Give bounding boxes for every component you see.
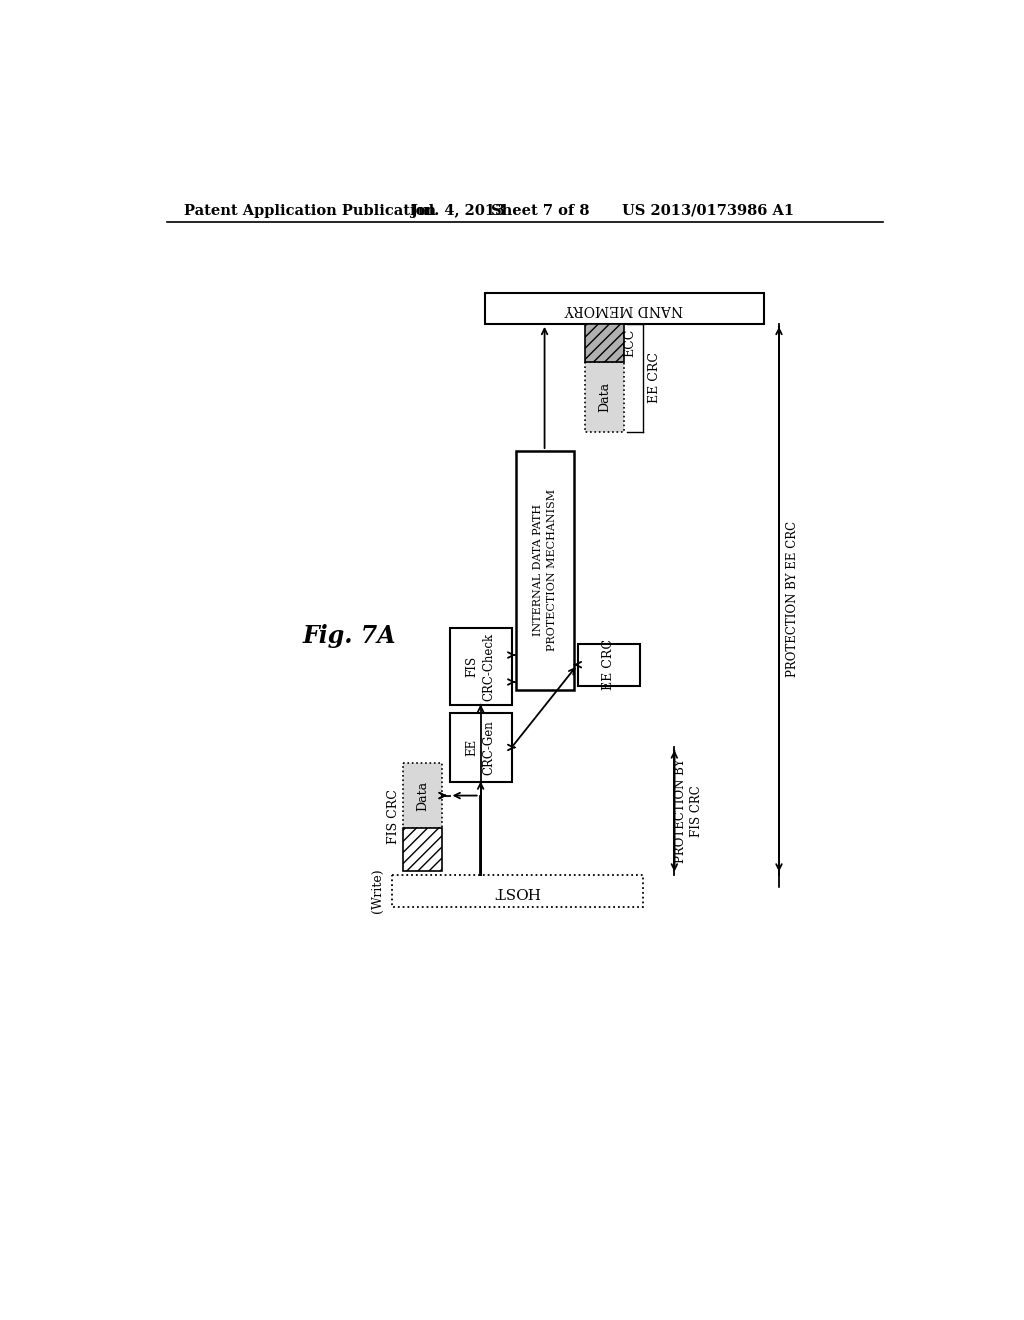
Text: (Write): (Write) bbox=[371, 869, 384, 913]
Text: Data: Data bbox=[416, 780, 429, 810]
Text: EE CRC: EE CRC bbox=[602, 639, 615, 690]
Bar bbox=[450, 713, 512, 781]
Text: Data: Data bbox=[598, 381, 611, 412]
Text: FIS CRC: FIS CRC bbox=[387, 789, 400, 845]
Text: PROTECTION BY EE CRC: PROTECTION BY EE CRC bbox=[786, 521, 800, 677]
Text: FIS
CRC-Check: FIS CRC-Check bbox=[466, 632, 496, 701]
Text: HOST: HOST bbox=[495, 883, 541, 898]
Bar bbox=[586, 323, 624, 363]
Text: Sheet 7 of 8: Sheet 7 of 8 bbox=[490, 203, 589, 218]
Text: NAND MEMORY: NAND MEMORY bbox=[565, 301, 683, 315]
Text: Fig. 7A: Fig. 7A bbox=[302, 624, 396, 648]
Text: INTERNAL DATA PATH
PROTECTION MECHANISM: INTERNAL DATA PATH PROTECTION MECHANISM bbox=[532, 490, 557, 651]
Text: EE
CRC-Gen: EE CRC-Gen bbox=[466, 721, 496, 775]
Text: Patent Application Publication: Patent Application Publication bbox=[183, 203, 436, 218]
Bar bbox=[586, 363, 624, 432]
Text: ECC: ECC bbox=[624, 329, 637, 358]
Bar bbox=[578, 644, 640, 686]
Bar bbox=[484, 293, 764, 323]
Text: PROTECTION BY
FIS CRC: PROTECTION BY FIS CRC bbox=[674, 759, 702, 863]
Bar bbox=[450, 628, 512, 705]
Bar bbox=[391, 874, 643, 907]
Text: US 2013/0173986 A1: US 2013/0173986 A1 bbox=[622, 203, 794, 218]
Bar bbox=[403, 829, 442, 871]
Bar bbox=[403, 763, 442, 829]
Text: EE CRC: EE CRC bbox=[648, 352, 660, 404]
Text: Jul. 4, 2013: Jul. 4, 2013 bbox=[411, 203, 505, 218]
Bar bbox=[515, 451, 573, 689]
